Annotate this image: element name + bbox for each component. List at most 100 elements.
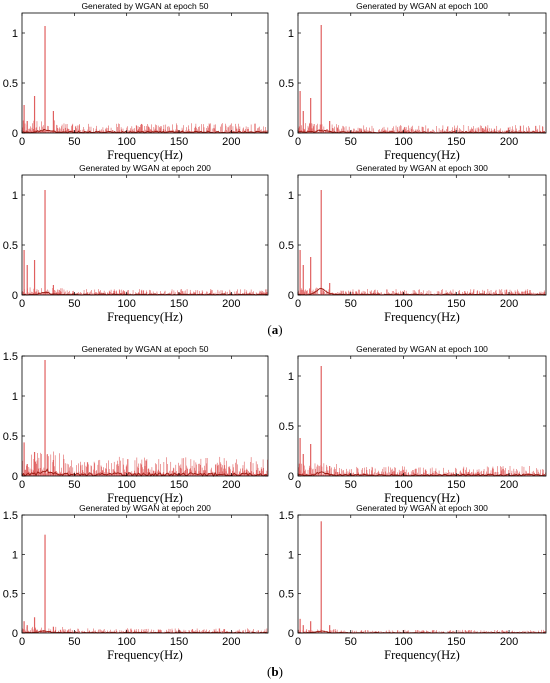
- x-tick-label: 150: [447, 479, 465, 491]
- series-signal: [22, 26, 268, 133]
- x-tick-label: 150: [170, 298, 188, 310]
- y-tick-label: 1: [288, 549, 294, 561]
- x-axis-label: Frequency(Hz): [384, 148, 460, 162]
- axes-frame: [21, 12, 269, 134]
- x-tick-label: 100: [118, 298, 136, 310]
- chart-title: Generated by WGAN at epoch 50: [81, 1, 208, 11]
- x-tick-label: 100: [118, 136, 136, 148]
- x-tick-label: 50: [68, 479, 80, 491]
- x-axis-label: Frequency(Hz): [384, 491, 460, 505]
- chart-title: Generated by WGAN at epoch 200: [79, 503, 211, 513]
- y-tick-label: 0.5: [279, 240, 294, 252]
- y-tick-label: 0: [12, 128, 18, 140]
- series-signal: [298, 366, 546, 476]
- x-tick-label: 0: [295, 298, 301, 310]
- chart-panel-7: Generated by WGAN at epoch 200 0 50 100 150 2…: [3, 503, 269, 662]
- y-tick-label: 1: [12, 549, 18, 561]
- y-tick-label: 0.5: [279, 589, 294, 601]
- x-tick-label: 50: [68, 136, 80, 148]
- x-tick-label: 100: [118, 636, 136, 648]
- x-tick-label: 50: [68, 298, 80, 310]
- x-tick-label: 100: [394, 136, 412, 148]
- x-tick-label: 150: [447, 298, 465, 310]
- x-tick-label: 200: [500, 136, 518, 148]
- y-tick-label: 0.5: [279, 78, 294, 90]
- y-tick-label: 0.5: [279, 421, 294, 433]
- y-tick-label: 0.5: [3, 240, 18, 252]
- x-tick-label: 150: [447, 136, 465, 148]
- chart-panel-5: Generated by WGAN at epoch 50 0 50 100 150 20…: [3, 344, 269, 505]
- chart-panel-8: Generated by WGAN at epoch 300 0 50 100 150 2…: [279, 503, 547, 662]
- y-tick-label: 1: [288, 190, 294, 202]
- x-tick-label: 0: [19, 136, 25, 148]
- x-tick-label: 100: [118, 479, 136, 491]
- x-tick-label: 100: [394, 636, 412, 648]
- x-tick-label: 0: [295, 136, 301, 148]
- x-axis-label: Frequency(Hz): [107, 648, 183, 662]
- x-axis-label: Frequency(Hz): [107, 491, 183, 505]
- series-signal: [22, 190, 268, 295]
- axes-frame: [297, 12, 547, 134]
- x-tick-label: 200: [222, 479, 240, 491]
- x-tick-label: 100: [394, 479, 412, 491]
- axes-frame: [21, 514, 269, 634]
- axes-frame: [297, 514, 547, 634]
- y-tick-label: 0: [288, 290, 294, 302]
- y-tick-label: 1: [12, 28, 18, 40]
- chart-title: Generated by WGAN at epoch 200: [79, 163, 211, 173]
- y-tick-label: 1.5: [279, 510, 294, 522]
- x-tick-label: 200: [222, 636, 240, 648]
- x-tick-label: 0: [295, 636, 301, 648]
- y-tick-label: 0: [288, 128, 294, 140]
- y-tick-label: 0: [288, 471, 294, 483]
- y-tick-label: 0: [12, 628, 18, 640]
- x-tick-label: 200: [500, 479, 518, 491]
- series-signal: [298, 190, 546, 295]
- axes-frame: [297, 355, 547, 477]
- chart-panel-3: Generated by WGAN at epoch 200 0 50 100 150 2…: [3, 163, 269, 324]
- chart-title: Generated by WGAN at epoch 100: [356, 1, 488, 11]
- chart-title: Generated by WGAN at epoch 300: [356, 503, 488, 513]
- x-tick-label: 50: [345, 298, 357, 310]
- series-signal: [22, 534, 268, 633]
- x-tick-label: 200: [500, 298, 518, 310]
- y-tick-label: 1: [288, 371, 294, 383]
- x-tick-label: 0: [295, 479, 301, 491]
- x-tick-label: 50: [68, 636, 80, 648]
- chart-title: Generated by WGAN at epoch 300: [356, 163, 488, 173]
- y-tick-label: 0: [12, 290, 18, 302]
- chart-title: Generated by WGAN at epoch 100: [356, 344, 488, 354]
- x-tick-label: 50: [345, 479, 357, 491]
- panels: Generated by WGAN at epoch 500 50 100 150 20…: [3, 1, 547, 662]
- x-axis-label: Frequency(Hz): [107, 148, 183, 162]
- chart-title: Generated by WGAN at epoch 50: [81, 344, 208, 354]
- axes-frame: [21, 174, 269, 296]
- x-tick-label: 150: [170, 136, 188, 148]
- y-tick-label: 1.5: [3, 510, 18, 522]
- chart-panel-2: Generated by WGAN at epoch 100 0 50 100 150 2…: [279, 1, 547, 162]
- x-tick-label: 200: [500, 636, 518, 648]
- y-tick-label: 1: [288, 28, 294, 40]
- x-tick-label: 200: [222, 136, 240, 148]
- y-tick-label: 0: [288, 628, 294, 640]
- y-tick-label: 0.5: [3, 78, 18, 90]
- chart-panel-4: Generated by WGAN at epoch 300 0 50 100 150 2…: [279, 163, 547, 324]
- panel-label-b: (b): [267, 664, 283, 679]
- series-signal: [298, 25, 546, 133]
- panel-label-a: (a): [267, 322, 282, 337]
- y-tick-label: 0.5: [3, 589, 18, 601]
- x-tick-label: 200: [222, 298, 240, 310]
- chart-panel-1: Generated by WGAN at epoch 50 0 50 100 150 20…: [3, 1, 269, 162]
- y-tick-label: 1: [12, 391, 18, 403]
- x-tick-label: 150: [170, 636, 188, 648]
- x-axis-label: Frequency(Hz): [384, 648, 460, 662]
- y-tick-label: 0.5: [3, 431, 18, 443]
- x-tick-label: 50: [345, 636, 357, 648]
- y-tick-label: 1.5: [3, 351, 18, 363]
- x-axis-label: Frequency(Hz): [384, 310, 460, 324]
- x-tick-label: 100: [394, 298, 412, 310]
- y-tick-label: 0: [12, 471, 18, 483]
- x-tick-label: 0: [19, 479, 25, 491]
- x-tick-label: 0: [19, 636, 25, 648]
